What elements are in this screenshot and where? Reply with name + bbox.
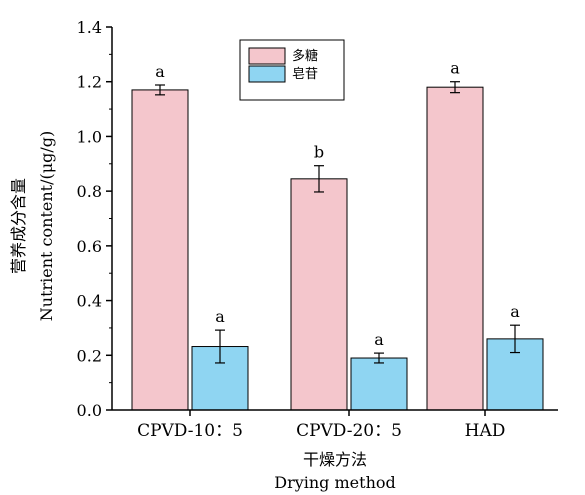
y-tick-label: 1.0 <box>77 127 102 146</box>
significance-label: a <box>450 59 460 78</box>
legend: 多糖 皂苷 <box>239 39 345 101</box>
x-tick-label: CPVD-20：5 <box>296 421 402 441</box>
y-axis-title-cn: 营养成分含量 <box>9 178 28 274</box>
legend-swatch-saponin <box>248 65 286 83</box>
bar <box>131 89 189 411</box>
y-tick-label: 1.4 <box>77 18 102 37</box>
bar <box>350 357 408 411</box>
y-tick-label: 0.4 <box>77 292 102 311</box>
y-tick-label: 1.2 <box>77 73 102 92</box>
significance-label: a <box>155 62 165 81</box>
x-axis-title-cn: 干燥方法 <box>303 450 367 469</box>
y-ticks-group: 0.0 0.2 0.4 0.6 0.8 1.0 1.2 1.4 <box>77 18 112 420</box>
y-tick-label: 0.6 <box>77 237 102 256</box>
significance-labels-group: a a b a a a <box>155 59 520 349</box>
significance-label: a <box>510 302 520 321</box>
legend-label-saponin: 皂苷 <box>292 67 318 82</box>
error-bars-group <box>155 81 520 364</box>
significance-label: a <box>215 307 225 326</box>
significance-label: b <box>314 143 324 162</box>
bars-group <box>131 86 544 411</box>
legend-label-polysaccharide: 多糖 <box>292 48 318 64</box>
x-tick-label: CPVD-10：5 <box>137 421 243 441</box>
significance-label: a <box>374 330 384 349</box>
y-axis-title-en: Nutrient content/(μg/g) <box>37 131 56 321</box>
bar <box>426 86 484 411</box>
legend-swatch-polysaccharide <box>248 47 286 65</box>
x-axis-title-en: Drying method <box>274 473 396 492</box>
bar <box>290 178 348 411</box>
x-ticks-group: CPVD-10：5 CPVD-20：5 HAD <box>137 410 505 441</box>
x-tick-label: HAD <box>465 421 506 441</box>
y-tick-label: 0.8 <box>77 182 102 201</box>
y-tick-label: 0.0 <box>77 401 102 420</box>
y-tick-label: 0.2 <box>77 346 102 365</box>
plot-area: a a b a a a <box>131 59 544 411</box>
